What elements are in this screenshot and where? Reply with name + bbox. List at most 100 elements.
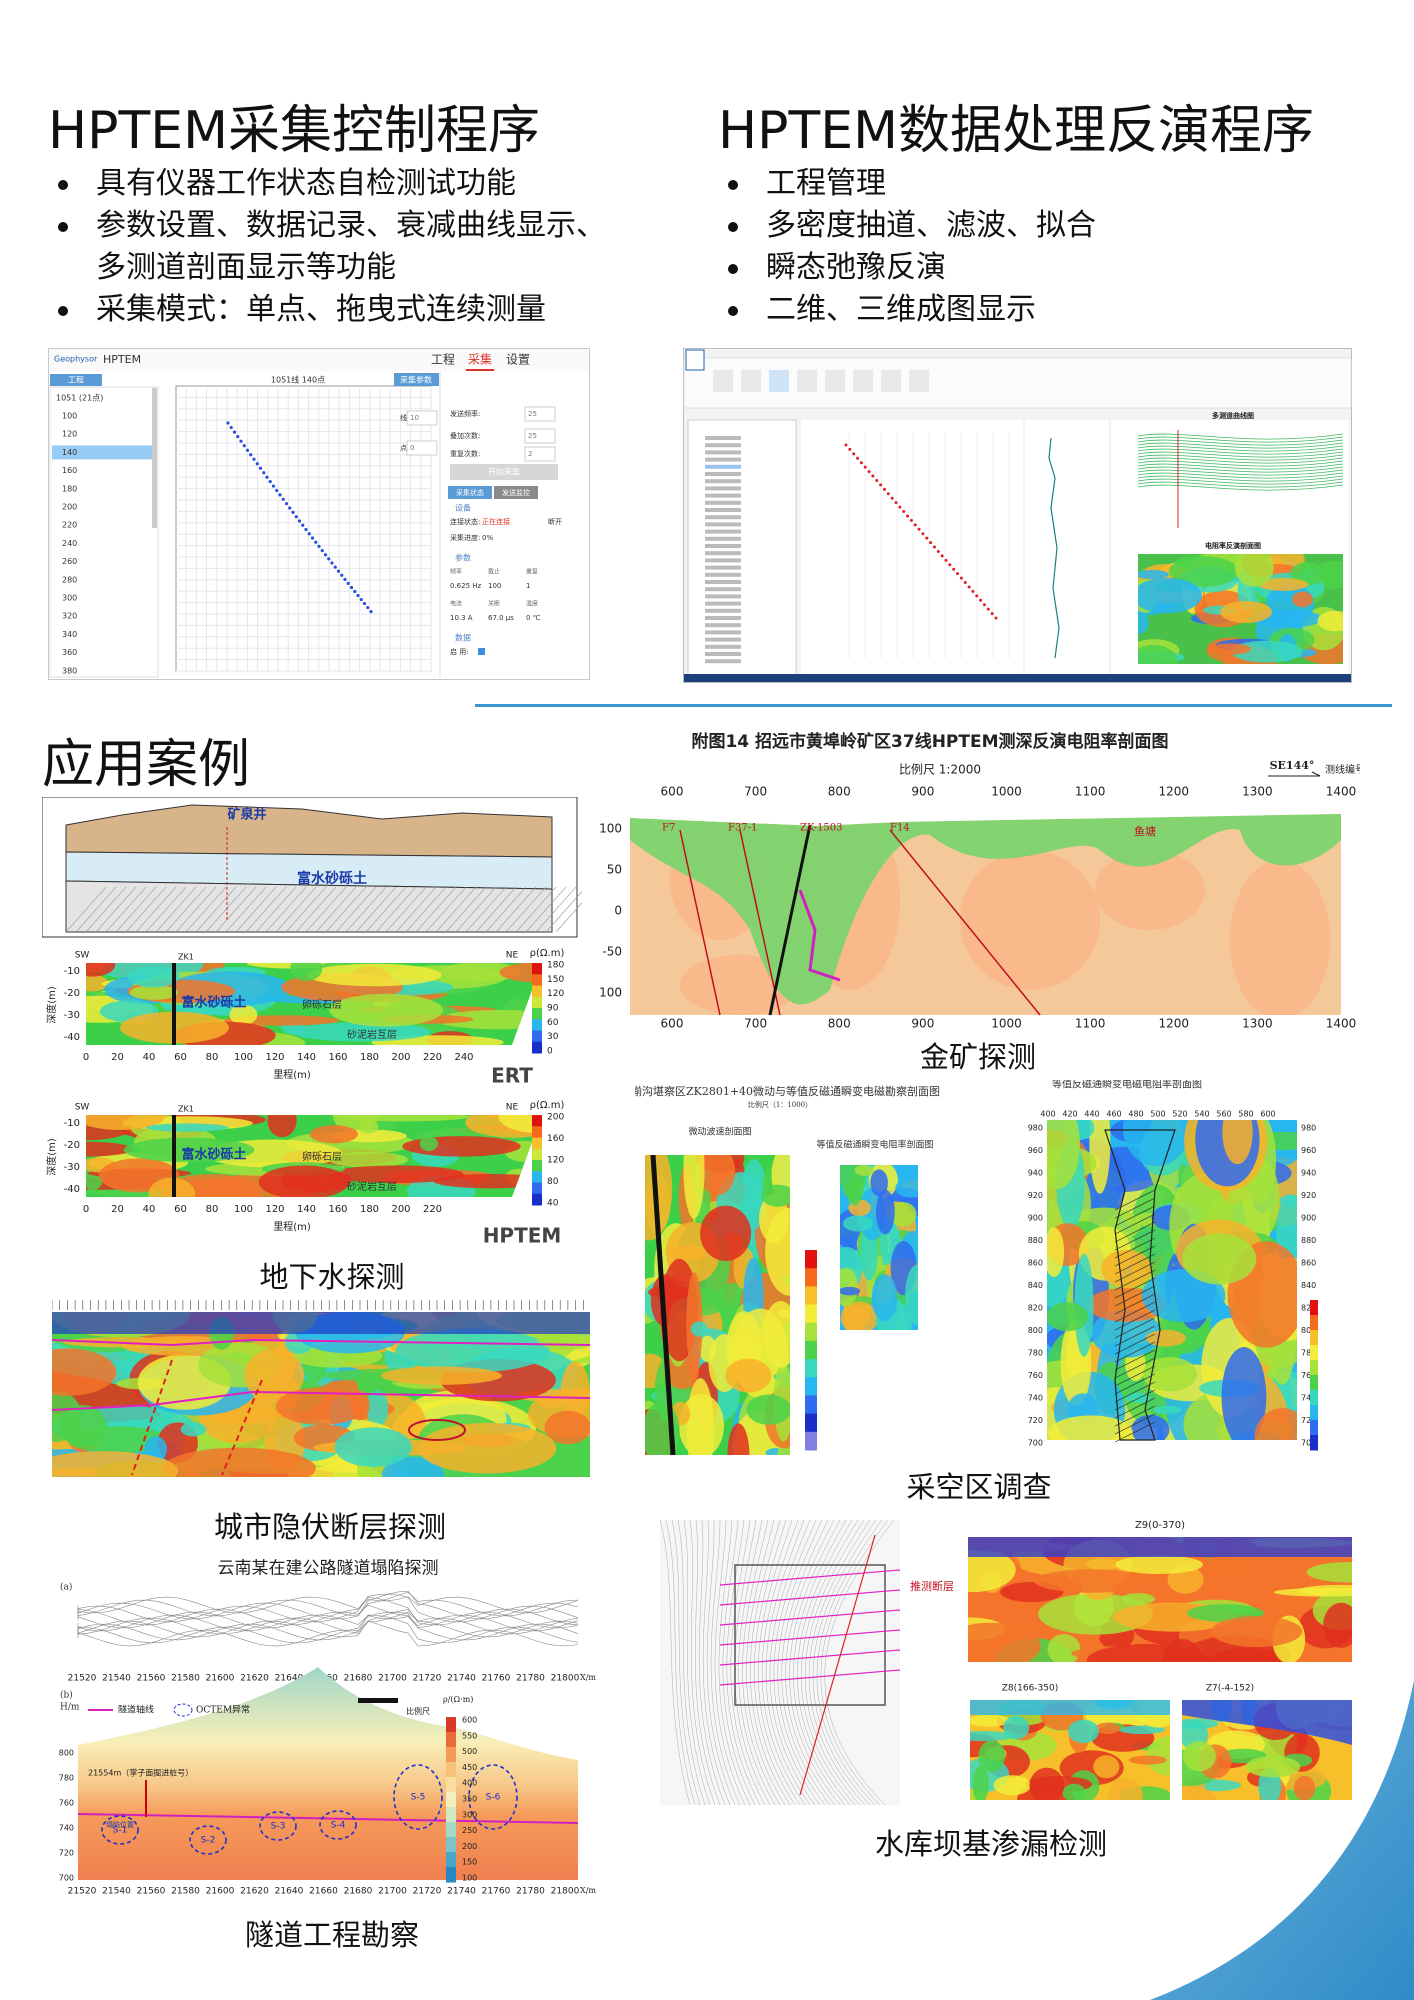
tree-item [705,572,741,577]
label: 240 [62,539,77,548]
shallow-band [968,1537,1352,1557]
inferred-fault [221,1379,263,1476]
label: -20 [64,1140,80,1151]
anomaly-zone [319,1810,357,1840]
contour [777,1519,826,1806]
label: 400 [462,1779,477,1788]
hatch [535,886,577,933]
label: 500 [462,1747,477,1756]
field-blob [1245,1756,1301,1778]
field-blob [1306,1561,1352,1583]
tree-item [705,608,741,613]
label: 600 [1260,1110,1275,1119]
tree-item [705,457,741,462]
field-blob [683,1155,705,1219]
label: 380 [62,666,77,675]
decay-point [291,510,295,514]
hatch [195,886,237,933]
field-blob [846,1173,863,1206]
label: 220 [423,1052,442,1063]
corner-decoration [1150,1680,1414,2000]
label: 30 [547,1032,559,1042]
label: 580 [1238,1110,1253,1119]
hatch [1114,1309,1156,1331]
hatch [155,886,197,933]
label: S-5 [411,1793,426,1803]
ribbon-button [797,370,817,392]
label: 760 [1028,1371,1043,1380]
label: 21720 [413,1674,442,1684]
anomaly-zone [259,1811,297,1841]
contour [689,1519,716,1806]
decay-point [271,484,276,488]
field-blob [52,1348,117,1396]
colorbar-cell [446,1717,456,1733]
label: S-2 [201,1836,216,1846]
curve-point [909,518,913,522]
field-blob [309,1125,358,1144]
label: 720 [1301,1416,1316,1425]
bullet: 多密度抽道、滤波、拟合 [718,205,1358,247]
label: ρ/(Ω·m) [443,1695,473,1704]
menu-underline [466,369,494,371]
hatch [265,886,307,933]
contour [742,1519,781,1806]
contour [761,1519,806,1806]
contour [820,1519,889,1806]
decay-point [353,589,357,594]
anomaly [408,1419,466,1441]
decay-point [268,480,272,484]
hatch [445,886,487,933]
label: 多测道曲线图 [1212,411,1254,420]
field-blob [1145,1329,1186,1347]
hatch [495,886,537,933]
fault [679,829,721,1016]
profile-curve [1137,481,1344,488]
curve-point [875,478,879,482]
label: 320 [62,612,77,621]
label: 150 [462,1858,477,1867]
ribbon-button [909,370,929,392]
field-blob [229,1004,258,1025]
label: 440 [1084,1110,1099,1119]
label: 140 [62,448,77,457]
contour [754,1519,796,1806]
survey-line [719,1649,901,1666]
label: ZK1 [178,953,194,962]
label: 发送频率: [450,409,480,418]
label: (a) [60,1582,72,1593]
field-blob [690,1321,708,1337]
label: 21720 [413,1887,442,1897]
label: 21560 [137,1887,166,1897]
label: 180 [360,1052,379,1063]
label: 460 [1106,1110,1121,1119]
label: 80 [206,1204,219,1215]
label: 里程(m) [273,1069,311,1081]
field-blob [366,1390,389,1428]
label: 比例尺（1：1000） [748,1100,812,1109]
colorbar-cell [446,1732,456,1748]
label: 21640 [275,1674,304,1684]
label: 富水砂砾土 [297,870,367,887]
field-blob [760,1184,790,1207]
colorbar-cell [532,1171,542,1183]
decay-point [252,457,256,461]
contour [750,1519,791,1806]
field-blob [1292,591,1314,608]
tree-item [705,630,741,635]
label: 840 [1301,1281,1316,1290]
decay-point [359,597,363,602]
label: 21554m（掌子面掘进桩号） [88,1768,193,1778]
label: 21680 [344,1887,373,1897]
orebody [798,889,841,982]
contour [660,1519,691,1806]
label: -10 [64,1118,80,1129]
hatch [125,886,167,933]
label: S-6 [486,1793,501,1803]
hatch [1114,1197,1156,1219]
label: 540 [1194,1110,1209,1119]
contour [816,1519,883,1806]
hatch [1114,1317,1156,1339]
